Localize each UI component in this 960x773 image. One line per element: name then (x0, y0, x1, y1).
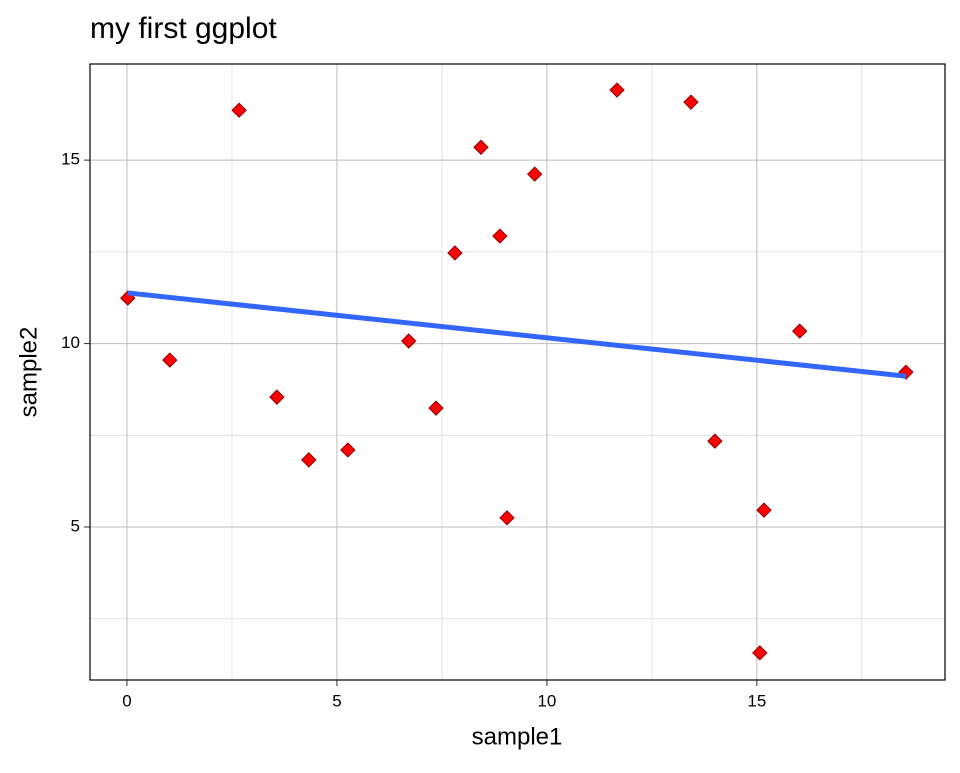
x-tick-label: 10 (537, 691, 556, 710)
point (428, 400, 444, 416)
point (401, 333, 417, 349)
panel-border (89, 63, 946, 681)
point (756, 502, 772, 518)
y-tick-label: 15 (61, 150, 80, 169)
point (231, 102, 247, 118)
point (683, 94, 699, 110)
x-tick-label: 5 (332, 691, 341, 710)
point (499, 510, 515, 526)
x-axis-label: sample1 (472, 723, 563, 750)
point (527, 166, 543, 182)
point (340, 442, 356, 458)
point (752, 645, 768, 661)
y-tick-label: 5 (71, 516, 80, 535)
point (791, 323, 808, 339)
point (162, 352, 178, 368)
point (269, 389, 285, 405)
point (473, 139, 489, 155)
point (492, 228, 508, 244)
x-tick-label: 15 (747, 691, 766, 710)
trend-line (127, 290, 907, 379)
x-tick-label: 0 (122, 691, 131, 710)
y-axis-label: sample2 (15, 327, 42, 418)
point (301, 452, 317, 468)
chart-title: my first ggplot (90, 12, 277, 45)
point (447, 245, 463, 261)
point (707, 433, 723, 449)
point (609, 82, 625, 98)
y-tick-label: 10 (61, 333, 80, 352)
